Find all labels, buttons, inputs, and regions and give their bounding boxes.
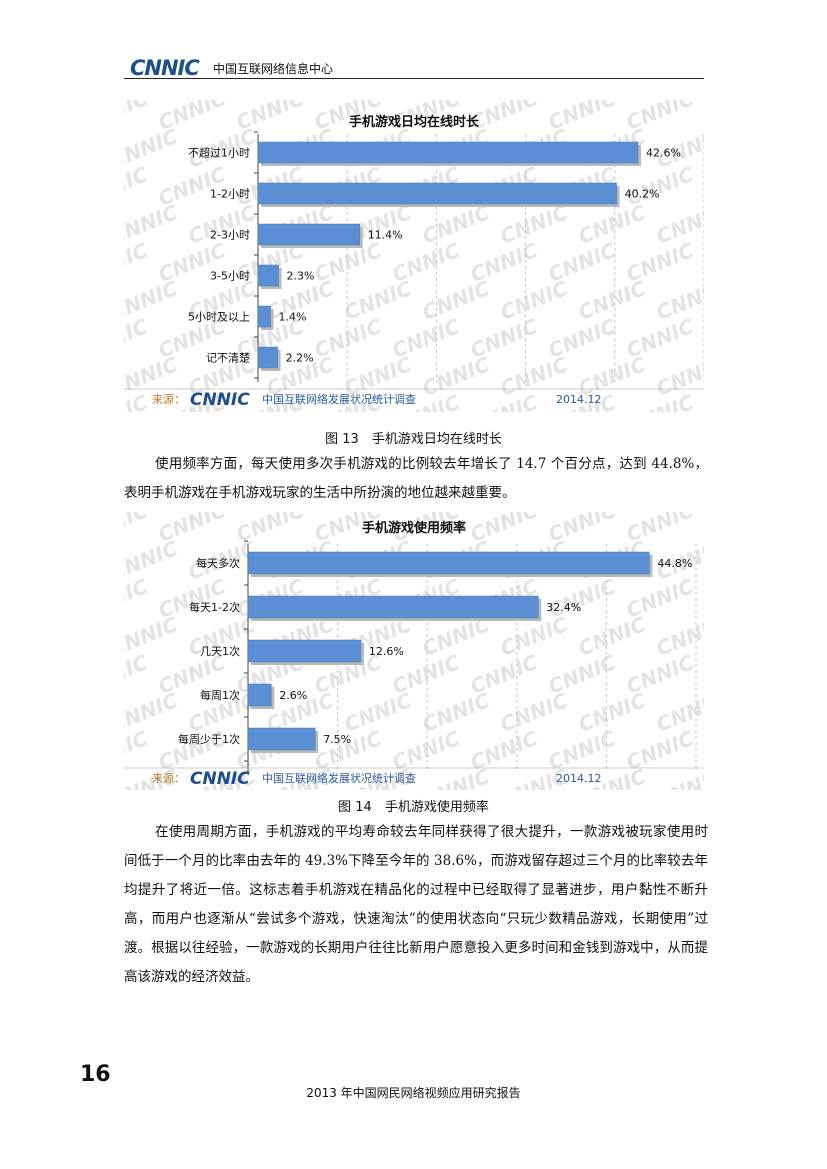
value-label: 2.2% bbox=[286, 352, 314, 365]
source-label: 来源： bbox=[152, 771, 185, 785]
chart-daily-online-time: CNNIC CNNIC CNNIC CNNIC CNNIC CNNIC CNNIC CNNIC… bbox=[124, 100, 704, 412]
watermark-text: CNNIC bbox=[701, 162, 704, 211]
watermark-text: CNNIC bbox=[124, 512, 151, 547]
watermark-text: CNNIC bbox=[575, 200, 649, 249]
paragraph-1-text: 使用频率方面，每天使用多次手机游戏的比例较去年增长了 14.7 个百分点，达到 … bbox=[124, 456, 708, 501]
watermark-text: CNNIC bbox=[701, 512, 704, 547]
watermark-text: CNNIC bbox=[124, 238, 151, 287]
header-org-name: 中国互联网络信息中心 bbox=[213, 62, 334, 76]
source-label: 来源： bbox=[152, 392, 185, 406]
watermark-text: CNNIC bbox=[701, 390, 704, 412]
watermark-text: CNNIC bbox=[124, 162, 151, 211]
value-label: 7.5% bbox=[323, 733, 351, 746]
bar bbox=[247, 683, 272, 707]
source-text: 中国互联网络发展状况统计调查 bbox=[262, 392, 416, 406]
watermark-text: CNNIC bbox=[124, 314, 151, 363]
header-divider bbox=[124, 78, 704, 79]
figure-14-caption: 图 14 手机游戏使用频率 bbox=[338, 800, 489, 815]
watermark-text: CNNIC bbox=[419, 276, 493, 325]
paragraph-usage-cycle: 在使用周期方面，手机游戏的平均寿命较去年同样获得了很大提升，一款游戏被玩家使用时… bbox=[124, 818, 708, 992]
footer-report-title: 2013 年中国网民网络视频应用研究报告 bbox=[306, 1086, 521, 1100]
watermark-text: CNNIC bbox=[419, 352, 493, 401]
chart-13-svg: CNNIC CNNIC CNNIC CNNIC CNNIC CNNIC CNNIC CNNIC… bbox=[124, 100, 704, 412]
cnnic-logo: CNNIC bbox=[130, 56, 200, 80]
bar bbox=[257, 141, 639, 164]
bar bbox=[257, 182, 617, 205]
category-label: 1-2小时 bbox=[210, 188, 250, 201]
category-label: 不超过1小时 bbox=[188, 146, 250, 160]
bar bbox=[257, 346, 278, 369]
category-label: 每天多次 bbox=[196, 556, 240, 570]
watermark-text: CNNIC bbox=[124, 650, 151, 699]
source-logo: CNNIC bbox=[190, 390, 250, 410]
chart-title: 手机游戏使用频率 bbox=[362, 520, 466, 536]
category-label: 每天1-2次 bbox=[189, 600, 240, 614]
paragraph-2-text: 在使用周期方面，手机游戏的平均寿命较去年同样获得了很大提升，一款游戏被玩家使用时… bbox=[124, 824, 708, 985]
source-date: 2014.12 bbox=[556, 772, 602, 785]
bar bbox=[247, 595, 539, 619]
watermark-text: CNNIC bbox=[575, 612, 649, 661]
watermark-text: CNNIC bbox=[701, 574, 704, 623]
watermark-text: CNNIC bbox=[701, 726, 704, 775]
value-label: 42.6% bbox=[646, 147, 681, 160]
watermark-text: CNNIC bbox=[701, 650, 704, 699]
category-label: 3-5小时 bbox=[210, 270, 250, 283]
watermark-text: CNNIC bbox=[341, 688, 415, 737]
chart-usage-frequency: CNNIC CNNIC CNNIC CNNIC CNNIC CNNIC CNNIC CNNIC… bbox=[124, 512, 704, 790]
watermark-text: CNNIC bbox=[419, 688, 493, 737]
value-label: 32.4% bbox=[546, 601, 581, 614]
bar bbox=[247, 639, 362, 663]
watermark-text: CNNIC bbox=[341, 276, 415, 325]
page-number: 16 bbox=[80, 1062, 111, 1087]
value-label: 40.2% bbox=[625, 188, 660, 201]
bar bbox=[247, 727, 316, 751]
category-label: 记不清楚 bbox=[206, 351, 250, 365]
value-label: 44.8% bbox=[657, 557, 692, 570]
source-logo: CNNIC bbox=[190, 769, 250, 789]
value-label: 12.6% bbox=[369, 645, 404, 658]
bar bbox=[247, 551, 650, 575]
watermark-text: CNNIC bbox=[575, 276, 649, 325]
chart-title: 手机游戏日均在线时长 bbox=[349, 114, 480, 130]
watermark-text: CNNIC bbox=[124, 574, 151, 623]
watermark-text: CNNIC bbox=[419, 200, 493, 249]
category-label: 每周少于1次 bbox=[178, 732, 240, 746]
value-label: 1.4% bbox=[278, 311, 306, 324]
chart-14-svg: CNNIC CNNIC CNNIC CNNIC CNNIC CNNIC CNNIC CNNIC… bbox=[124, 512, 704, 790]
bar bbox=[257, 223, 360, 246]
watermark-text: CNNIC bbox=[497, 276, 571, 325]
watermark-text: CNNIC bbox=[497, 688, 571, 737]
value-label: 2.3% bbox=[287, 270, 315, 283]
category-label: 每周1次 bbox=[200, 688, 240, 702]
bar bbox=[257, 264, 279, 287]
source-date: 2014.12 bbox=[556, 393, 602, 406]
watermark-text: CNNIC bbox=[497, 200, 571, 249]
watermark-text: CNNIC bbox=[124, 726, 151, 775]
category-label: 几天1次 bbox=[200, 644, 240, 658]
watermark-text: CNNIC bbox=[575, 688, 649, 737]
paragraph-usage-frequency: 使用频率方面，每天使用多次手机游戏的比例较去年增长了 14.7 个百分点，达到 … bbox=[124, 450, 708, 508]
bar bbox=[257, 305, 271, 328]
category-label: 5小时及以上 bbox=[188, 311, 250, 324]
value-label: 11.4% bbox=[368, 229, 403, 242]
category-label: 2-3小时 bbox=[210, 229, 250, 242]
watermark-text: CNNIC bbox=[701, 100, 704, 135]
source-text: 中国互联网络发展状况统计调查 bbox=[262, 771, 416, 785]
value-label: 2.6% bbox=[279, 689, 307, 702]
watermark-text: CNNIC bbox=[124, 100, 151, 135]
figure-13-caption: 图 13 手机游戏日均在线时长 bbox=[325, 432, 502, 447]
